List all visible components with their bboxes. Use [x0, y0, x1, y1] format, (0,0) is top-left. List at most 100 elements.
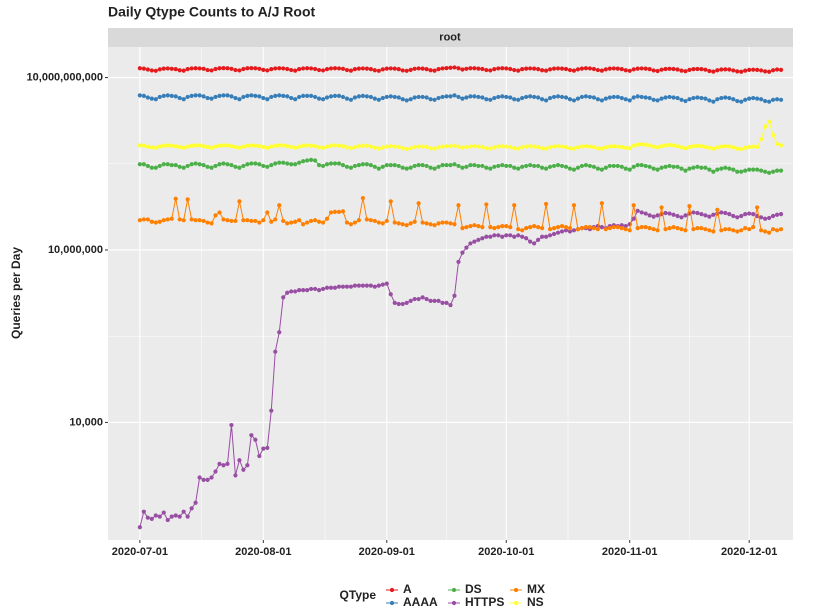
data-point — [651, 97, 656, 102]
data-point — [161, 510, 166, 515]
data-point — [344, 284, 350, 289]
data-point — [723, 210, 728, 216]
data-point — [492, 95, 497, 101]
data-point — [197, 475, 202, 480]
data-point — [579, 144, 585, 149]
data-point — [440, 66, 445, 71]
data-point — [735, 215, 740, 220]
data-point — [301, 93, 306, 98]
data-point — [607, 163, 612, 169]
data-point — [364, 162, 369, 167]
data-point — [575, 227, 581, 232]
data-point — [683, 98, 688, 104]
data-point — [137, 93, 142, 98]
data-point — [707, 214, 712, 219]
data-point — [145, 95, 150, 100]
data-point — [440, 300, 445, 306]
data-point — [340, 209, 346, 214]
data-point — [691, 144, 696, 149]
data-point — [539, 234, 545, 239]
data-point — [587, 144, 592, 149]
data-point — [440, 94, 445, 100]
data-point — [181, 145, 186, 150]
data-point — [364, 143, 369, 148]
data-point — [400, 68, 405, 73]
data-point — [205, 164, 210, 169]
data-point — [177, 95, 182, 101]
data-point — [348, 284, 354, 289]
data-point — [695, 95, 700, 100]
data-point — [512, 203, 517, 208]
data-point — [500, 144, 505, 149]
data-point — [177, 164, 182, 169]
data-point — [472, 162, 477, 168]
data-point — [384, 218, 389, 224]
data-point — [647, 213, 652, 218]
data-point — [193, 66, 198, 71]
data-point — [747, 211, 752, 216]
data-point — [376, 283, 381, 288]
data-point — [715, 207, 720, 212]
data-point — [595, 67, 600, 73]
data-point — [452, 222, 457, 227]
data-point — [715, 145, 720, 150]
legend-label: NS — [527, 595, 544, 609]
data-point — [512, 67, 517, 73]
data-point — [520, 234, 525, 239]
data-point — [711, 212, 716, 217]
data-point — [707, 98, 712, 103]
data-point — [759, 68, 764, 73]
data-point — [611, 144, 616, 149]
data-point — [755, 144, 760, 150]
data-point — [747, 144, 752, 150]
data-point — [611, 66, 616, 71]
data-point — [157, 514, 162, 519]
data-point — [197, 218, 202, 223]
data-point — [476, 237, 481, 242]
data-point — [169, 162, 174, 168]
data-point — [711, 69, 716, 74]
data-point — [424, 95, 429, 100]
data-point — [555, 144, 561, 149]
data-point — [595, 146, 600, 151]
data-point — [161, 66, 166, 71]
data-point — [141, 93, 146, 98]
data-point — [551, 163, 557, 169]
data-point — [539, 226, 545, 231]
data-point — [778, 168, 784, 173]
data-point — [432, 68, 437, 73]
data-point — [695, 164, 700, 169]
data-point — [193, 143, 198, 148]
data-point — [743, 68, 748, 73]
data-point — [261, 163, 266, 169]
data-point — [496, 225, 501, 230]
data-point — [328, 161, 334, 166]
data-point — [547, 227, 553, 232]
data-point — [456, 163, 461, 169]
data-point — [468, 66, 473, 71]
data-point — [396, 95, 401, 100]
data-point — [181, 165, 186, 170]
legend-key-point — [389, 587, 395, 593]
data-point — [532, 241, 537, 246]
data-point — [539, 68, 545, 73]
data-point — [659, 144, 664, 149]
data-point — [384, 162, 389, 168]
data-point — [727, 144, 732, 149]
data-point — [197, 66, 202, 71]
data-point — [332, 161, 338, 166]
data-point — [436, 221, 441, 226]
data-point — [763, 169, 768, 174]
data-point — [396, 301, 401, 307]
data-point — [663, 210, 668, 216]
data-point — [253, 66, 258, 71]
data-point — [488, 234, 493, 239]
data-point — [591, 226, 596, 231]
data-point — [253, 218, 258, 224]
data-point — [217, 162, 222, 167]
data-point — [715, 167, 720, 172]
data-point — [655, 213, 660, 218]
legend-label: A — [403, 582, 412, 596]
data-point — [755, 167, 760, 172]
data-point — [213, 163, 218, 169]
